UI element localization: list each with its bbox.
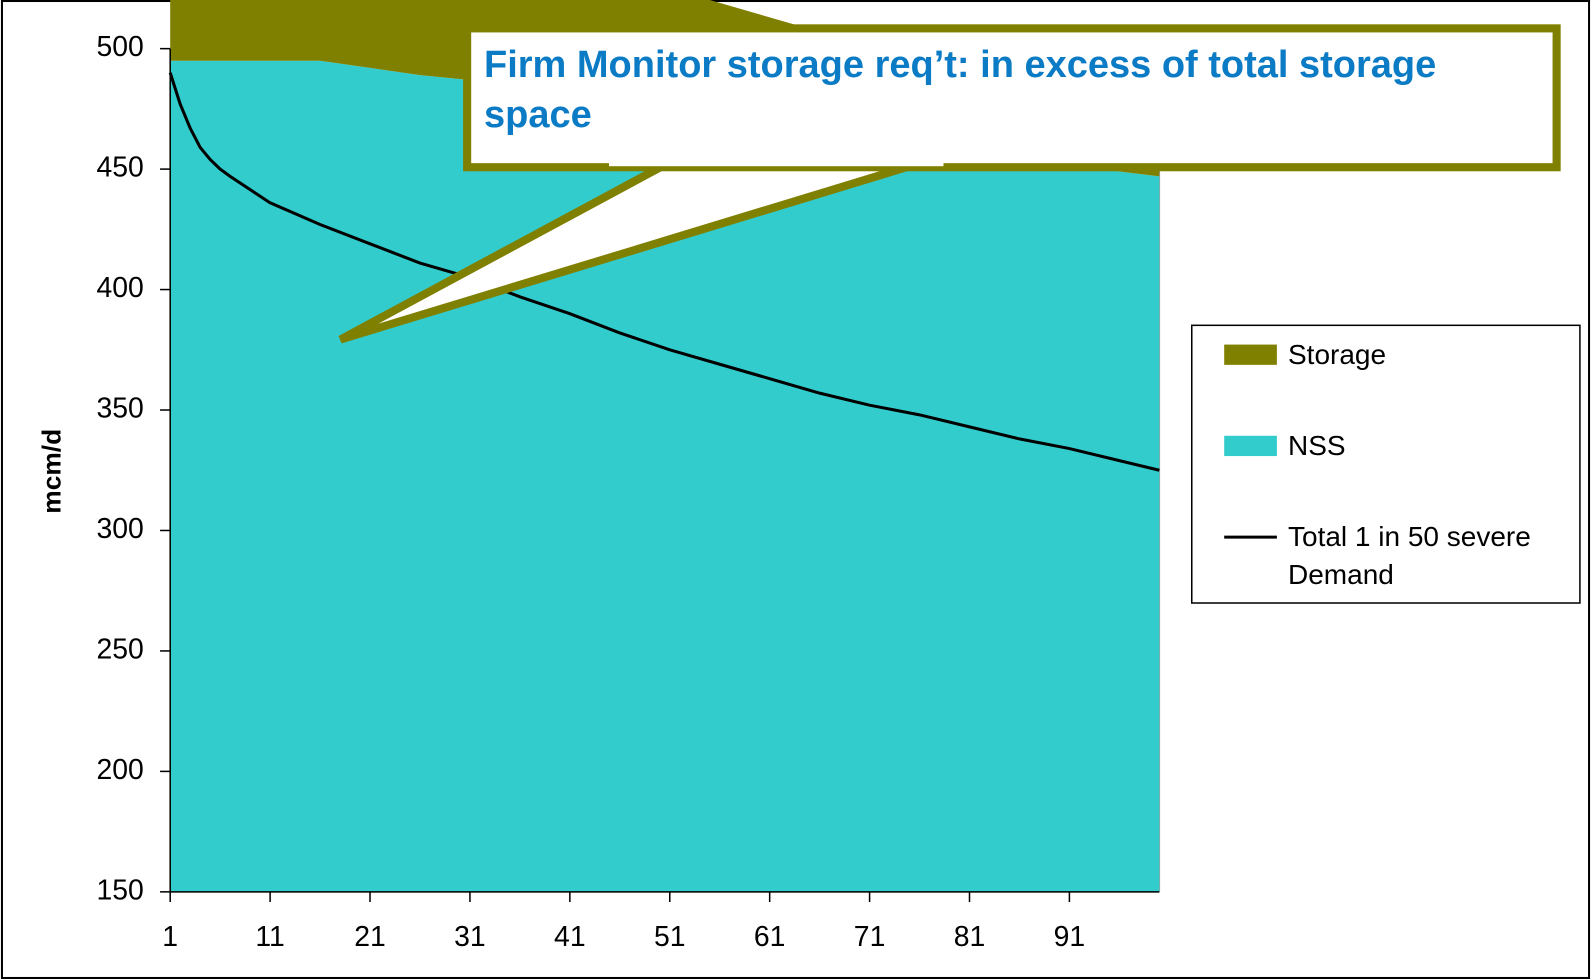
y-tick-label: 500 <box>97 31 144 63</box>
x-tick-label: 11 <box>255 921 284 953</box>
callout-joint <box>609 152 944 167</box>
legend-box <box>1191 324 1581 604</box>
y-tick-label: 200 <box>97 754 144 786</box>
line <box>168 72 1160 472</box>
legend <box>1224 344 1277 539</box>
x-tick-label: 91 <box>1054 921 1086 953</box>
y-tick-label: 450 <box>97 152 144 184</box>
y-tick-label: 400 <box>97 272 144 304</box>
annotation: Firm Monitor storage req’t: in excess of… <box>484 44 1437 136</box>
legend-label: NSS <box>1288 429 1346 461</box>
y-tick-label: 250 <box>97 633 144 665</box>
legend-swatch <box>1224 344 1277 365</box>
legend-label: Total 1 in 50 severe Demand <box>1288 521 1531 591</box>
x-tick-label: 61 <box>754 921 786 953</box>
y-tick-label: 300 <box>97 513 144 545</box>
y-axis-label: mcm/d <box>37 429 67 514</box>
x-tick-label: 41 <box>554 921 586 953</box>
x-tick-label: 51 <box>654 921 686 953</box>
y-tick-label: 150 <box>97 874 144 906</box>
x-tick-label: 31 <box>454 921 486 953</box>
legend-label: Storage <box>1288 338 1387 370</box>
x-tick-label: 1 <box>162 921 178 953</box>
x-tick-label: 21 <box>354 921 386 953</box>
y-tick-label: 350 <box>97 393 144 425</box>
x-tick-label: 81 <box>954 921 986 953</box>
legend-swatch <box>1224 435 1277 457</box>
callout-box <box>463 24 1561 172</box>
area <box>170 60 1160 892</box>
x-tick-label: 71 <box>854 921 886 953</box>
